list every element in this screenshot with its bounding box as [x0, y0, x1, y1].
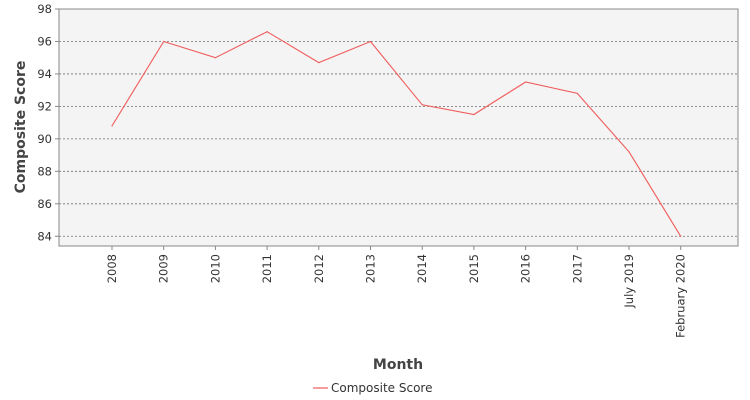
data-point — [525, 81, 527, 83]
data-point — [318, 61, 320, 64]
x-tick-label: 2016 — [519, 254, 533, 283]
plot-border — [58, 8, 739, 247]
x-tick-label: February 2020 — [674, 254, 688, 338]
y-axis-ticks: 84 86 88 90 92 94 96 98 — [37, 2, 59, 243]
x-tick-label: 2011 — [260, 254, 274, 283]
data-point — [111, 125, 113, 127]
y-tick-label: 90 — [37, 132, 52, 146]
y-tick-label: 92 — [37, 99, 52, 113]
x-tick-label: 2010 — [208, 254, 222, 283]
y-tick-label: 96 — [37, 34, 52, 48]
y-axis-title: Composite Score — [13, 61, 29, 194]
x-tick-label: 2017 — [570, 254, 584, 283]
data-point — [628, 151, 630, 153]
y-tick-label: 98 — [37, 2, 52, 16]
data-point — [266, 31, 268, 33]
data-point — [369, 40, 372, 43]
series-layer — [111, 31, 682, 237]
x-tick-label: July 2019 — [622, 254, 636, 309]
x-axis-ticks: 2008 2009 2010 2011 2012 2013 2014 2015 2016 2017… — [105, 246, 688, 338]
y-tick-label: 88 — [37, 164, 52, 178]
x-axis-title: Month — [373, 357, 423, 373]
x-tick-label: 2012 — [312, 254, 326, 283]
x-tick-label: 2008 — [105, 254, 119, 283]
y-tick-label: 86 — [37, 197, 52, 211]
x-tick-label: 2014 — [415, 254, 429, 283]
data-point — [421, 104, 423, 106]
data-point — [680, 235, 682, 237]
series-line — [111, 31, 682, 237]
data-point — [214, 57, 216, 59]
x-tick-label: 2009 — [157, 254, 171, 283]
legend: Composite Score — [313, 381, 432, 395]
legend-label: Composite Score — [331, 381, 432, 395]
plot-area — [59, 9, 738, 246]
data-point — [163, 40, 165, 43]
data-point — [473, 113, 475, 116]
y-tick-label: 94 — [37, 67, 52, 81]
y-tick-label: 84 — [37, 229, 52, 243]
data-point — [576, 92, 578, 95]
x-tick-label: 2013 — [364, 254, 378, 283]
x-tick-label: 2015 — [467, 254, 481, 283]
